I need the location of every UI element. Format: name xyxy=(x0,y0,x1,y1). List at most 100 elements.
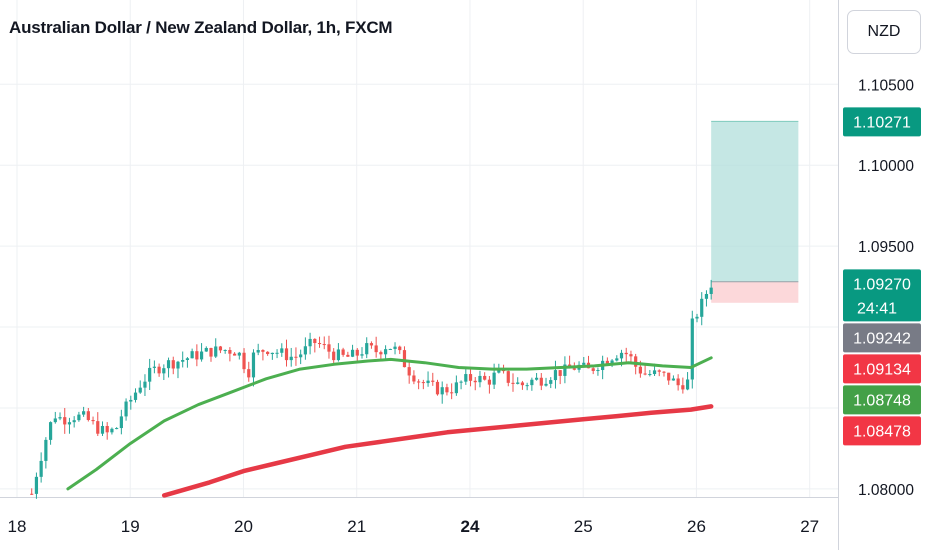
candle-body xyxy=(525,385,529,387)
candle-body xyxy=(648,374,652,376)
candle-body xyxy=(534,377,539,380)
candle-body xyxy=(464,374,468,382)
candle-body xyxy=(237,352,241,356)
candle-body xyxy=(591,368,595,371)
candle-body xyxy=(275,352,279,354)
candle-body xyxy=(148,367,152,382)
candle-body xyxy=(336,349,341,361)
candle-body xyxy=(223,349,227,351)
price-badge xyxy=(843,107,921,137)
candle-body xyxy=(624,352,628,355)
candle-body xyxy=(317,343,322,345)
candle-body xyxy=(67,422,72,425)
candle-body xyxy=(417,381,421,383)
currency-button[interactable]: NZD xyxy=(847,10,921,54)
candle-body xyxy=(426,380,430,384)
candle-body xyxy=(247,369,251,378)
price-badge-layer: 1.10271 1.09270 24:41 1.09242 1.09134 1.08748… xyxy=(843,107,921,446)
candle-body xyxy=(605,360,609,364)
y-tick-label: 1.10500 xyxy=(858,77,914,94)
candle-body xyxy=(30,493,34,495)
candle-body xyxy=(280,348,284,353)
candle-body xyxy=(199,351,204,360)
candle-body xyxy=(563,364,567,376)
price-badge xyxy=(843,416,921,446)
candle-body xyxy=(478,375,482,383)
candle-body xyxy=(228,349,232,354)
grid-layer xyxy=(0,0,839,550)
candle-body xyxy=(459,381,463,383)
candle-body xyxy=(251,352,256,378)
candle-body xyxy=(638,366,642,374)
candle-body xyxy=(374,345,378,353)
candle-body xyxy=(643,373,647,375)
candle-body xyxy=(450,392,454,394)
price-badge-label: 1.09134 xyxy=(853,361,911,378)
x-tick-label: 25 xyxy=(574,517,593,536)
price-badge-countdown: 24:41 xyxy=(857,300,897,317)
candle-body xyxy=(454,382,458,394)
candle-body xyxy=(549,380,553,384)
x-tick-label: 24 xyxy=(460,517,479,536)
candle-body xyxy=(704,293,709,299)
candle-body xyxy=(129,399,133,402)
chart-title: Australian Dollar / New Zealand Dollar, … xyxy=(9,18,393,37)
candle-body xyxy=(171,360,175,369)
candle-body xyxy=(492,372,496,385)
candle-body xyxy=(204,347,208,352)
x-tick-label: 19 xyxy=(121,517,140,536)
candle-body xyxy=(105,425,109,433)
candle-body xyxy=(483,375,487,380)
candle-body xyxy=(572,368,576,370)
y-tick-label: 1.10000 xyxy=(858,158,914,175)
candle-body xyxy=(72,420,76,423)
candle-body xyxy=(596,370,600,372)
candle-body xyxy=(610,360,614,364)
candle-body xyxy=(685,379,690,390)
candle-body xyxy=(100,425,105,434)
candle-body xyxy=(86,411,90,420)
candle-body xyxy=(214,346,218,357)
price-badge xyxy=(843,385,921,415)
candle-body xyxy=(138,387,142,393)
candle-body xyxy=(440,387,444,395)
candle-body xyxy=(634,356,638,367)
candle-body xyxy=(667,372,671,381)
axis-layer: 1.10500 1.10000 1.09500 1.08000 18 19 20 21 24 25… xyxy=(8,77,915,536)
candle-body xyxy=(539,377,543,386)
candle-body xyxy=(431,380,435,382)
candle-body xyxy=(393,346,397,349)
candle-body xyxy=(63,417,67,425)
candle-body xyxy=(516,382,520,384)
candle-body xyxy=(346,354,350,357)
price-badge-label: 1.08748 xyxy=(853,392,911,409)
candle-body xyxy=(256,350,260,353)
candle-body xyxy=(91,419,95,422)
candle-body xyxy=(700,298,704,317)
candle-body xyxy=(266,351,270,355)
x-tick-label: 21 xyxy=(347,517,366,536)
candle-body xyxy=(270,352,274,355)
candle-body xyxy=(369,343,374,346)
price-badge xyxy=(843,323,921,353)
candle-body xyxy=(553,370,558,381)
candle-body xyxy=(115,428,119,430)
candle-body xyxy=(544,383,548,386)
candle-body xyxy=(487,379,491,385)
candle-body xyxy=(506,371,510,383)
candle-body xyxy=(39,460,43,477)
candle-body xyxy=(124,401,128,417)
y-tick-label: 1.08000 xyxy=(858,482,914,499)
x-tick-label: 18 xyxy=(8,517,27,536)
candle-body xyxy=(77,414,81,421)
candle-body xyxy=(629,354,633,357)
candle-body xyxy=(341,349,345,355)
candle-body xyxy=(190,351,194,359)
candle-body xyxy=(242,352,246,370)
candle-body xyxy=(284,348,289,361)
candle-body xyxy=(34,476,39,494)
candle-body xyxy=(218,346,223,351)
candle-body xyxy=(119,416,123,429)
candle-body xyxy=(445,387,449,393)
